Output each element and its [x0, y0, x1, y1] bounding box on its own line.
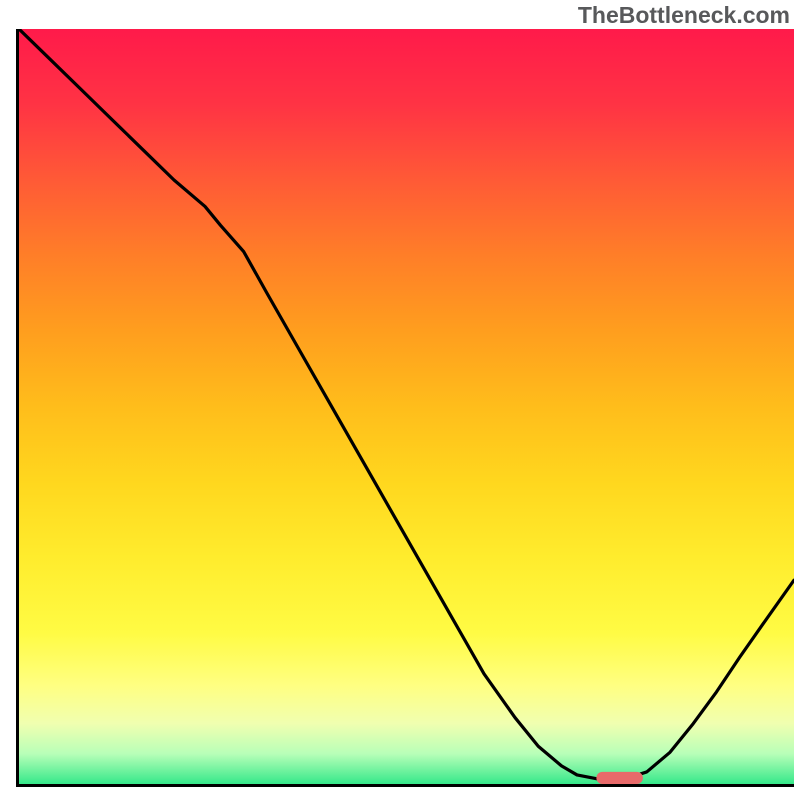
plot-area — [16, 29, 794, 787]
watermark-text: TheBottleneck.com — [578, 2, 790, 29]
highlight-marker — [596, 772, 643, 784]
chart-container: TheBottleneck.com — [0, 0, 800, 800]
plot-svg — [19, 29, 794, 784]
